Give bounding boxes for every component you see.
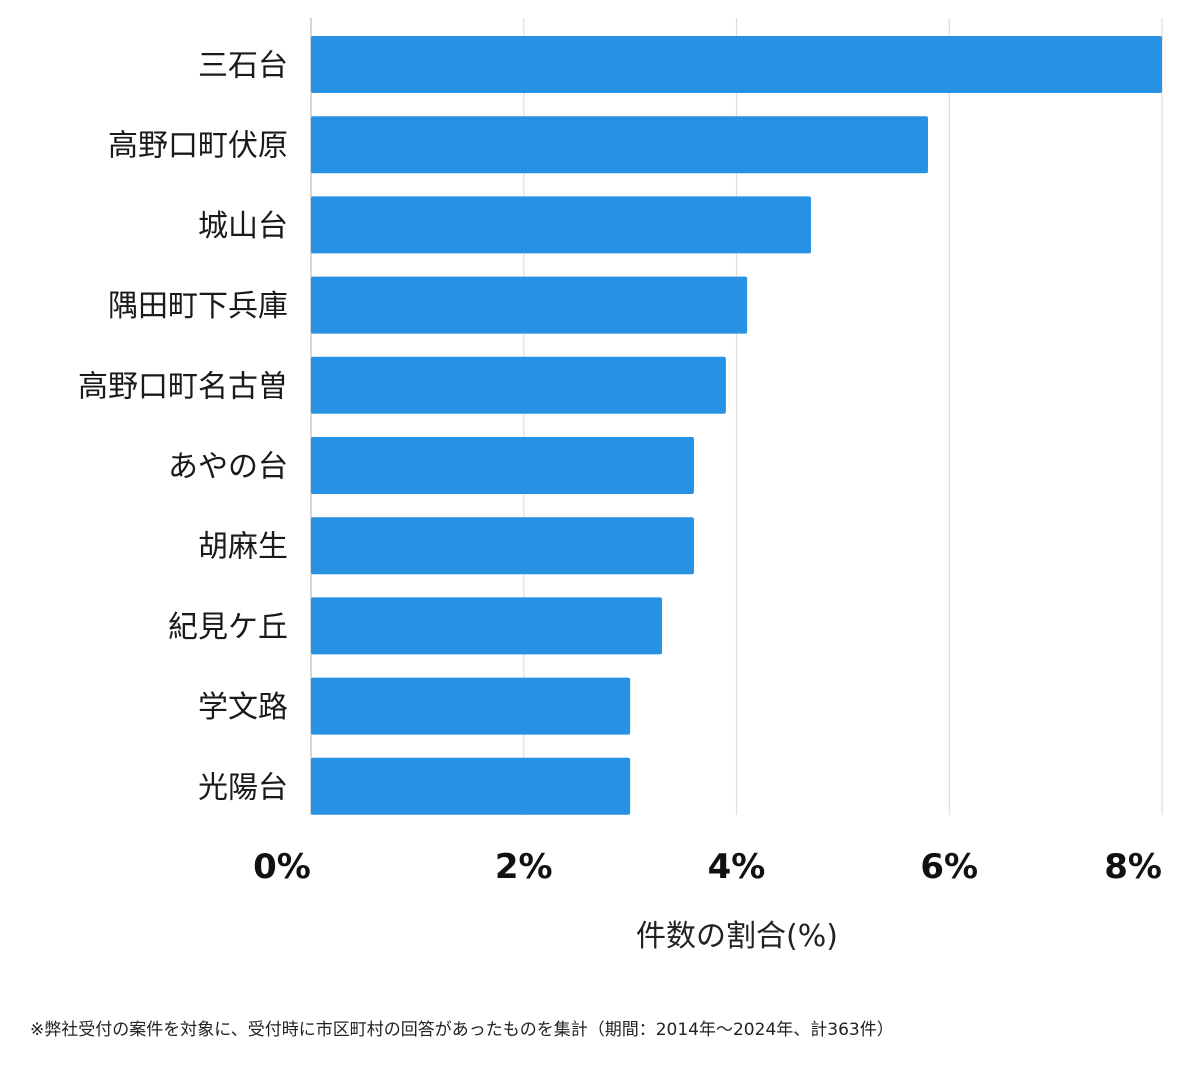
category-label: 光陽台 xyxy=(198,770,288,805)
bar xyxy=(311,356,726,414)
bar xyxy=(311,517,694,575)
x-tick-labels: 0% 2% 4% 6% 8% xyxy=(253,847,1162,887)
category-label: 城山台 xyxy=(198,209,288,244)
footnote: ※弊社受付の案件を対象に、受付時に市区町村の回答があったものを集計（期間：201… xyxy=(30,1020,894,1040)
category-label: 隅田町下兵庫 xyxy=(108,289,288,324)
category-label: 学文路 xyxy=(198,690,288,725)
x-tick-label: 0% xyxy=(253,847,311,887)
x-axis-title: 件数の割合(%) xyxy=(636,919,838,954)
bar xyxy=(311,276,748,334)
category-label: 高野口町名古曽 xyxy=(78,369,288,404)
bar xyxy=(311,36,1162,93)
category-label: あやの台 xyxy=(168,450,288,485)
bar-chart: 三石台高野口町伏原城山台隅田町下兵庫高野口町名古曽あやの台胡麻生紀見ケ丘学文路光… xyxy=(78,18,1163,954)
category-label: 三石台 xyxy=(198,49,288,84)
bars xyxy=(311,36,1162,815)
x-tick-label: 6% xyxy=(920,847,978,887)
x-tick-label: 4% xyxy=(708,847,766,887)
category-label: 紀見ケ丘 xyxy=(168,610,288,645)
x-tick-label: 2% xyxy=(495,847,553,887)
category-label: 高野口町伏原 xyxy=(108,129,288,164)
category-label: 胡麻生 xyxy=(198,530,288,565)
bar xyxy=(311,116,928,174)
bar xyxy=(311,677,631,735)
bar xyxy=(311,597,663,655)
bar xyxy=(311,757,631,815)
bar xyxy=(311,196,811,254)
x-tick-label: 8% xyxy=(1104,847,1162,887)
category-labels: 三石台高野口町伏原城山台隅田町下兵庫高野口町名古曽あやの台胡麻生紀見ケ丘学文路光… xyxy=(78,49,288,806)
bar xyxy=(311,437,694,494)
